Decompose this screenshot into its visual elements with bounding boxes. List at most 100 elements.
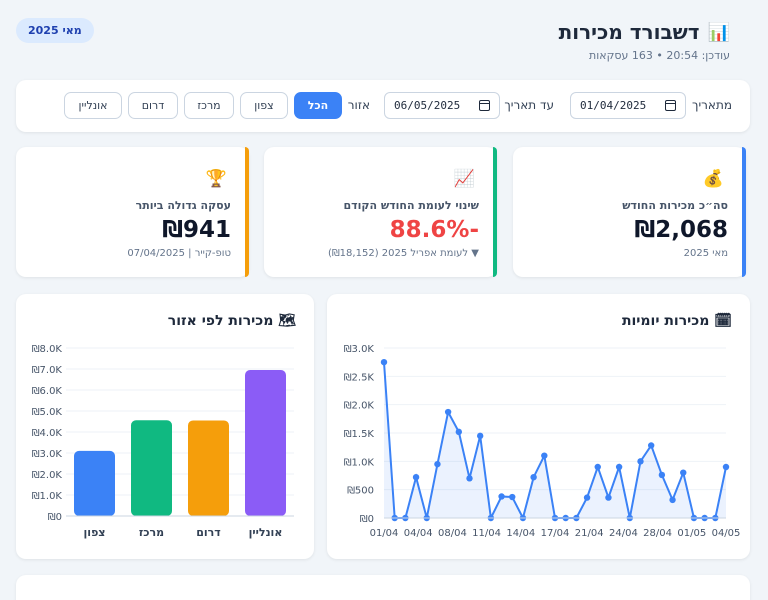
x-tick-label: 14/04	[506, 528, 535, 539]
y-tick-label: ₪4.0K	[32, 428, 63, 439]
page-title: 📊 דשבורד מכירות	[559, 20, 730, 44]
data-point	[541, 452, 548, 459]
x-tick-label: 28/04	[643, 528, 672, 539]
kpi-title: עסקה גדולה ביותר	[135, 199, 231, 212]
month-badge: מאי 2025	[16, 18, 94, 43]
calendar-icon[interactable]	[665, 100, 676, 111]
map-icon: 🗺	[278, 313, 296, 329]
region-filter-south[interactable]: דרום	[128, 92, 178, 119]
data-point	[594, 463, 601, 471]
filters-bar: מתאריך 01/04/2025 עד תאריך 06/05/2025 אז…	[16, 80, 750, 132]
kpi-title: שינוי לעומת החודש הקודם	[343, 199, 479, 212]
kpi-accent	[493, 147, 497, 277]
daily-sales-title-text: מכירות יומיות	[621, 313, 710, 329]
to-date-value: 06/05/2025	[394, 99, 461, 112]
kpi-card-largest-deal: 🏆 עסקה גדולה ביותר ₪941 טופ-קייר | 07/04…	[16, 147, 249, 277]
x-tick-label: 04/04	[404, 528, 433, 539]
calendar-icon: 🗓	[714, 313, 732, 329]
kpi-title: סה״כ מכירות החודש	[622, 199, 728, 212]
y-tick-label: ₪8.0K	[32, 344, 63, 355]
region-label: אזור	[347, 98, 370, 112]
from-date-input[interactable]: 01/04/2025	[570, 92, 686, 119]
page-title-text: דשבורד מכירות	[558, 20, 700, 44]
daily-sales-card: 🗓 מכירות יומיות ₪0 ₪500 ₪1.0K ₪1.5K ₪2.0K ₪2.…	[327, 294, 750, 559]
region-filter-center[interactable]: מרכז	[184, 92, 234, 119]
y-tick-label: ₪6.0K	[32, 386, 63, 397]
data-point	[605, 494, 612, 501]
x-tick-label: 21/04	[575, 528, 604, 539]
y-tick-label: ₪3.0K	[344, 344, 375, 355]
x-tick-label: 24/04	[609, 528, 638, 539]
y-tick-label: ₪3.0K	[32, 449, 63, 460]
region-filter-online[interactable]: אונליין	[64, 92, 122, 119]
from-date-value: 01/04/2025	[580, 99, 647, 112]
from-date-label: מתאריך	[692, 98, 732, 112]
region-sales-title-text: מכירות לפי אזור	[167, 313, 274, 329]
x-tick-label: מרכז	[139, 526, 164, 539]
kpi-card-total-sales: 💰 סה״כ מכירות החודש ₪2,068 מאי 2025	[513, 147, 746, 277]
region-sales-title: 🗺 מכירות לפי אזור	[168, 313, 296, 329]
data-point	[658, 471, 666, 479]
data-point	[637, 458, 644, 465]
x-tick-label: 01/04	[370, 528, 399, 539]
to-date-label: עד תאריך	[504, 98, 554, 112]
region-sales-chart: ₪0 ₪1.0K ₪2.0K ₪3.0K ₪4.0K ₪5.0K ₪6.0K ₪7.0K ₪8.…	[32, 344, 294, 539]
y-tick-label: ₪5.0K	[32, 407, 63, 418]
data-point	[476, 432, 484, 440]
y-tick-label: ₪0	[360, 514, 374, 525]
region-bar	[188, 420, 229, 516]
daily-sales-title: 🗓 מכירות יומיות	[622, 313, 732, 329]
data-point	[722, 463, 730, 471]
kpi-accent	[245, 147, 249, 277]
y-tick-label: ₪0	[48, 512, 62, 523]
data-point	[380, 358, 388, 366]
data-point	[680, 469, 687, 476]
to-date-input[interactable]: 06/05/2025	[384, 92, 500, 119]
y-tick-label: ₪2.0K	[32, 470, 63, 481]
data-point	[530, 474, 537, 481]
page-header: 📊 דשבורד מכירות עודכן: 20:54 • 163 עסקאו…	[16, 16, 730, 66]
region-bar	[245, 370, 286, 516]
y-tick-label: ₪1.0K	[32, 491, 63, 502]
x-tick-label: אונליין	[249, 526, 283, 539]
region-filter-north[interactable]: צפון	[240, 92, 288, 119]
data-point	[509, 493, 516, 501]
last-updated: עודכן: 20:54 • 163 עסקאות	[589, 49, 730, 62]
daily-sales-chart: ₪0 ₪500 ₪1.0K ₪1.5K ₪2.0K ₪2.5K ₪3.0K 01/04 04/0…	[344, 344, 741, 539]
x-tick-label: דרום	[196, 526, 221, 539]
kpi-value: ₪2,068	[634, 217, 728, 243]
y-tick-label: ₪2.5K	[344, 372, 375, 383]
data-point	[615, 463, 623, 471]
top-products-card	[16, 575, 750, 600]
title-block: 📊 דשבורד מכירות עודכן: 20:54 • 163 עסקאו…	[559, 20, 730, 62]
x-tick-label: צפון	[84, 526, 106, 539]
kpi-accent	[742, 147, 746, 277]
x-tick-label: 11/04	[472, 528, 501, 539]
kpi-card-monthly-change: 📈 שינוי לעומת החודש הקודם -88.6% ▼ לעומת…	[264, 147, 497, 277]
data-point	[669, 496, 676, 504]
region-bar	[131, 420, 172, 516]
calendar-icon[interactable]	[479, 100, 490, 111]
trophy-icon: 🏆	[205, 169, 227, 189]
kpi-subtext: ▼ לעומת אפריל 2025 (₪18,152)	[327, 248, 479, 259]
y-tick-label: ₪1.5K	[344, 429, 375, 440]
kpi-value: ₪941	[162, 217, 231, 243]
data-point	[434, 460, 441, 468]
chart-icon: 📊	[707, 21, 730, 43]
data-point	[466, 475, 473, 482]
y-tick-label: ₪7.0K	[32, 365, 63, 376]
data-point	[444, 408, 452, 416]
kpi-subtext: טופ-קייר | 07/04/2025	[127, 248, 231, 259]
x-tick-label: 17/04	[541, 528, 570, 539]
y-tick-label: ₪1.0K	[344, 457, 375, 468]
data-point	[412, 474, 420, 481]
data-point	[455, 428, 463, 436]
y-tick-label: ₪500	[347, 486, 374, 497]
data-point	[647, 442, 655, 449]
x-tick-label: 08/04	[438, 528, 467, 539]
x-tick-label: 01/05	[677, 528, 706, 539]
region-sales-card: 🗺 מכירות לפי אזור ₪0 ₪1.0K ₪2.0K ₪3.0K ₪4.0K…	[16, 294, 314, 559]
y-tick-label: ₪2.0K	[344, 401, 375, 412]
kpi-value: -88.6%	[389, 217, 479, 243]
region-filter-all[interactable]: הכל	[294, 92, 342, 119]
